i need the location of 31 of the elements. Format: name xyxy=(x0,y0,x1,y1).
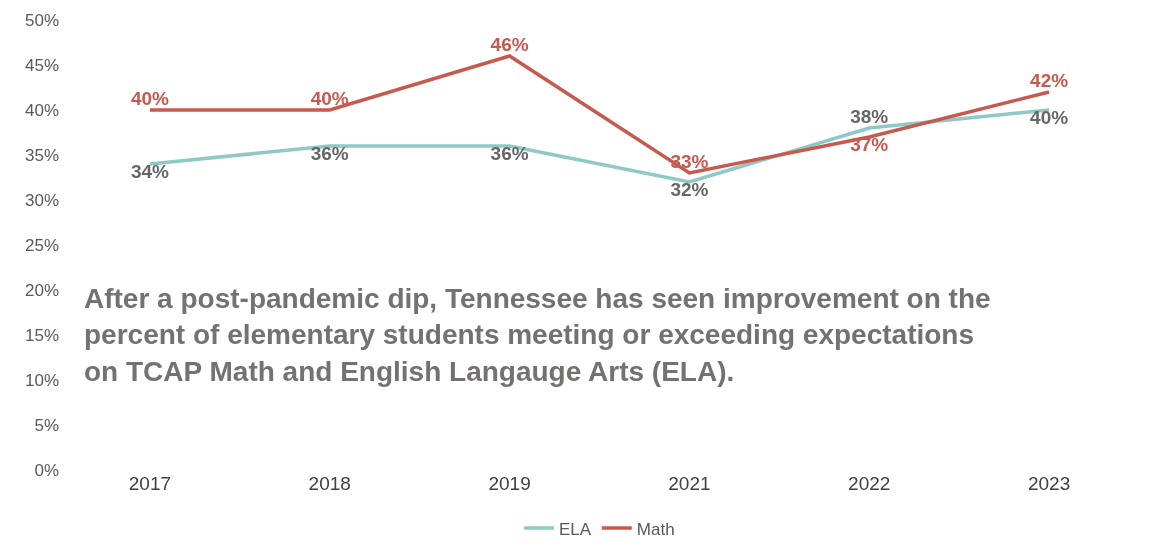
x-tick-label: 2021 xyxy=(668,473,711,494)
y-tick-label: 35% xyxy=(24,145,59,165)
y-tick-label: 25% xyxy=(24,235,59,255)
y-tick-label: 30% xyxy=(24,190,59,210)
x-tick-label: 2019 xyxy=(488,473,531,494)
data-label: 40% xyxy=(1030,107,1069,129)
data-label: 33% xyxy=(670,151,709,173)
x-tick-label: 2023 xyxy=(1027,473,1071,494)
y-tick-label: 10% xyxy=(24,370,59,390)
data-label: 42% xyxy=(1030,70,1069,92)
data-label: 38% xyxy=(850,106,889,128)
data-label: 34% xyxy=(130,161,170,183)
x-tick-label: 2022 xyxy=(848,473,891,494)
data-label: 40% xyxy=(130,88,170,110)
data-label: 36% xyxy=(310,143,349,165)
x-tick-label: 2018 xyxy=(308,473,351,494)
y-tick-label: 15% xyxy=(24,325,59,345)
data-label: 46% xyxy=(490,34,529,56)
y-tick-label: 0% xyxy=(34,460,59,480)
data-label: 36% xyxy=(490,143,529,165)
y-tick-label: 20% xyxy=(24,280,59,300)
y-tick-label: 50% xyxy=(24,10,59,30)
legend-label: ELA xyxy=(559,519,592,539)
legend-label: Math xyxy=(636,519,675,539)
y-tick-label: 45% xyxy=(24,55,59,75)
y-tick-label: 40% xyxy=(24,100,59,120)
data-label: 40% xyxy=(310,88,349,110)
data-label: 32% xyxy=(670,179,709,201)
annotation: After a post-pandemic dip, Tennessee has seen improvement on the percent of elementary students meeting or exceeding expectations on TCAP Math and English Langauge Arts (ELA). xyxy=(84,283,991,387)
x-tick-label: 2017 xyxy=(128,473,172,494)
y-tick-label: 5% xyxy=(34,415,59,435)
